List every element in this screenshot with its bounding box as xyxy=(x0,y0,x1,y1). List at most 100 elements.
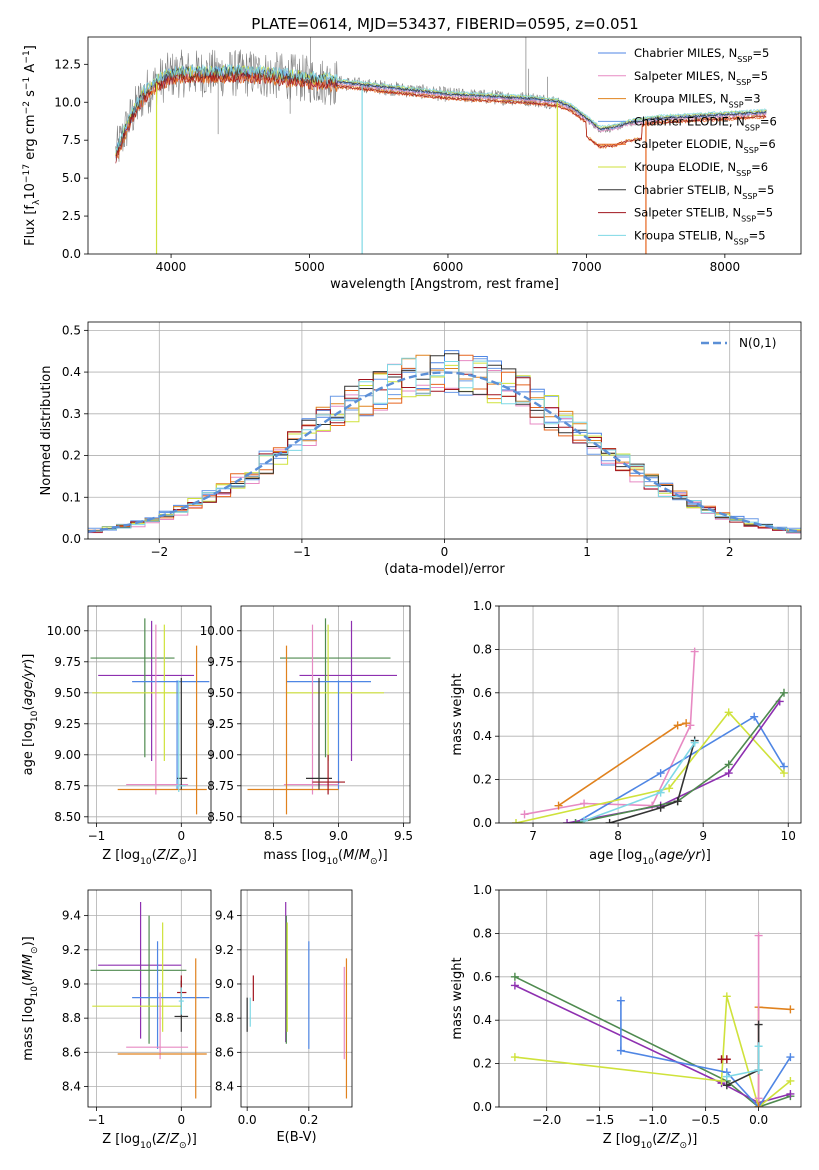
y-tick-label: 9.75 xyxy=(54,655,81,669)
y-tick-label: 8.8 xyxy=(62,1011,81,1025)
y-tick-label: 9.0 xyxy=(62,977,81,991)
y-tick-label: 8.75 xyxy=(54,779,81,793)
y-tick-label: 9.2 xyxy=(62,943,81,957)
axes-frame-mass-weight-vs-age xyxy=(498,605,802,824)
y-tick-label: 8.50 xyxy=(54,810,81,824)
weight-point xyxy=(690,738,699,747)
y-tick-label: 9.4 xyxy=(62,909,81,923)
plot-area-mass-weight-vs-age xyxy=(512,647,788,823)
weight-point xyxy=(722,992,731,1001)
y-tick-label: 9.4 xyxy=(215,909,234,923)
weight-point xyxy=(510,972,519,981)
y-tick-label: 8.8 xyxy=(215,1011,234,1025)
x-tick-label: −1.5 xyxy=(585,1113,614,1127)
panel-spectrum: 4000 5000 6000 7000 8000 0.0 2.5 5.0 7.5 10.0 12.5… xyxy=(22,36,802,292)
weight-point xyxy=(510,1053,519,1062)
y-tick-label: 0.2 xyxy=(62,449,81,463)
y-tick-label: 0.3 xyxy=(62,407,81,421)
x-axis-label-age-vs-Z: Z [log10(Z/Z⊙)] xyxy=(102,848,197,867)
y-tick-label: 0.0 xyxy=(62,247,81,261)
weight-point xyxy=(510,981,519,990)
weight-point xyxy=(779,688,788,697)
y-tick-label: 0.4 xyxy=(62,365,81,379)
x-tick-label: 0.0 xyxy=(238,1113,257,1127)
x-axis-label-age-vs-mass: mass [log10(M/M⊙)] xyxy=(263,848,387,867)
weight-point xyxy=(750,712,759,721)
plot-area-mass-vs-Z xyxy=(90,901,210,1099)
x-axis-label-mass-weight-vs-Z: Z [log10(Z/Z⊙)] xyxy=(603,1132,698,1151)
y-tick-label: 0.4 xyxy=(473,729,492,743)
panel-mass-vs-Z: −1 0 8.4 8.6 8.8 9.0 9.2 9.4 Z [log10(Z/Z⊙)] mass… xyxy=(21,889,212,1151)
weight-point xyxy=(656,769,665,778)
y-tick-label: 9.00 xyxy=(54,748,81,762)
weight-point xyxy=(722,1072,731,1081)
weight-point xyxy=(786,1053,795,1062)
weight-point xyxy=(754,1042,763,1051)
weight-point xyxy=(754,1103,763,1107)
axes-frame-mass-vs-EBV xyxy=(240,889,353,1108)
y-tick-label: 9.50 xyxy=(207,686,234,700)
weight-line xyxy=(514,984,791,1104)
y-tick-label: 8.6 xyxy=(62,1045,81,1059)
y-tick-label: 1.0 xyxy=(473,599,492,613)
weight-line xyxy=(609,740,696,823)
axes-frame-residuals xyxy=(87,321,802,540)
y-tick-label: 0.5 xyxy=(62,323,81,337)
weight-point xyxy=(717,1076,726,1085)
x-tick-label: 1 xyxy=(583,545,591,559)
y-tick-label: 2.5 xyxy=(62,209,81,223)
axes-frame-mass-vs-Z xyxy=(87,889,212,1108)
axes-frame-mass-weight-vs-Z xyxy=(498,889,802,1108)
y-tick-label: 0.6 xyxy=(473,970,492,984)
y-axis-label-spectrum: Flux [fλ10−17 erg cm−2 s−1 A−1] xyxy=(22,45,42,246)
x-tick-label: 10 xyxy=(781,829,796,843)
legend-label: Chabrier STELIB, NSSP=5 xyxy=(634,183,774,201)
plot-area-mass-weight-vs-Z xyxy=(510,931,795,1107)
x-tick-label: 4000 xyxy=(156,260,187,274)
grid-mass-vs-EBV xyxy=(241,890,352,1107)
panel-mass-vs-EBV: 0.0 0.2 8.4 8.6 8.8 9.0 9.2 9.4 E(B-V) xyxy=(215,889,353,1145)
weight-line xyxy=(515,711,785,823)
x-tick-label: 9.0 xyxy=(329,829,348,843)
axes-frame-spectrum xyxy=(87,36,802,255)
x-tick-label: −1 xyxy=(88,829,106,843)
x-tick-label: 7000 xyxy=(571,260,602,274)
legend-label: Chabrier MILES, NSSP=5 xyxy=(634,46,769,64)
weight-line xyxy=(575,692,785,823)
weight-point xyxy=(665,784,674,793)
x-tick-label: −1 xyxy=(88,1113,106,1127)
legend-label: Kroupa STELIB, NSSP=5 xyxy=(634,228,766,246)
x-axis-label-mass-vs-Z: Z [log10(Z/Z⊙)] xyxy=(102,1132,197,1151)
axes-frame-age-vs-Z xyxy=(87,605,212,824)
weight-point xyxy=(563,819,572,823)
y-tick-label: 8.4 xyxy=(215,1079,234,1093)
weight-point xyxy=(605,819,614,823)
plot-area-spectrum xyxy=(115,37,767,254)
grid-age-vs-Z xyxy=(88,606,211,823)
grid-mass-weight-vs-Z xyxy=(499,889,801,1108)
y-tick-label: 7.5 xyxy=(62,133,81,147)
model-spectrum-line xyxy=(115,63,767,153)
panel-age-vs-mass: 8.5 9.0 9.5 8.50 8.75 9.00 9.25 9.50 9.75 10.00 ma… xyxy=(200,605,413,867)
weight-point xyxy=(724,708,733,717)
y-tick-label: 8.50 xyxy=(207,810,234,824)
y-tick-label: 0.0 xyxy=(473,1100,492,1114)
weight-point xyxy=(571,819,580,823)
weight-point xyxy=(512,819,521,823)
legend-label: Salpeter STELIB, NSSP=5 xyxy=(634,206,773,224)
weight-point xyxy=(673,721,682,730)
legend-spectrum: Chabrier MILES, NSSP=5 Salpeter MILES, NS… xyxy=(598,46,777,246)
panel-residuals: −2 −1 0 1 2 0.0 0.1 0.2 0.3 0.4 0.5 (data-model)/er… xyxy=(39,321,802,577)
x-axis-label-residuals: (data-model)/error xyxy=(384,562,505,577)
weight-point xyxy=(722,1055,731,1064)
model-spectrum-line xyxy=(115,71,767,164)
panel-mass-weight-vs-Z: −2.0 −1.5 −1.0 −0.5 0.0 0.0 0.2 0.4 0.6 0.8 1.0 Z [… xyxy=(450,883,802,1151)
y-tick-label: 9.2 xyxy=(215,943,234,957)
x-tick-label: 8000 xyxy=(710,260,741,274)
weight-point xyxy=(754,1066,763,1075)
weight-point xyxy=(554,801,563,810)
y-tick-label: 0.4 xyxy=(473,1013,492,1027)
y-tick-label: 0.0 xyxy=(473,816,492,830)
weight-point xyxy=(656,803,665,812)
